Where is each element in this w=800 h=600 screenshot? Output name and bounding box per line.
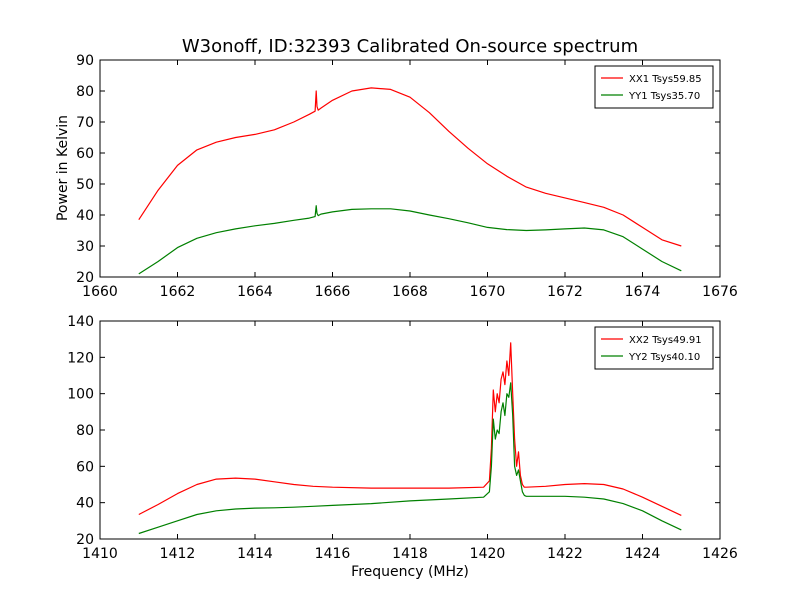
legend-box — [594, 65, 714, 109]
legend-label: YY2 Tsys40.10 — [628, 352, 700, 363]
x-tick-label: 1660 — [82, 284, 118, 300]
legend: XX2 Tsys49.91 YY2 Tsys40.10 — [594, 326, 714, 370]
x-tick-label: 1412 — [160, 546, 196, 562]
legend-label: XX1 Tsys59.85 — [629, 74, 702, 85]
x-tick-label: 1668 — [392, 284, 428, 300]
x-tick-label: 1676 — [702, 284, 738, 300]
y-tick-label: 90 — [76, 53, 94, 69]
legend-label: XX2 Tsys49.91 — [629, 335, 702, 346]
y-tick-label: 60 — [76, 459, 94, 475]
x-tick-label: 1410 — [82, 546, 118, 562]
x-tick-label: 1674 — [625, 284, 661, 300]
x-tick-label: 1664 — [237, 284, 273, 300]
series-line-2 — [138, 382, 682, 535]
legend-label: YY1 Tsys35.70 — [628, 91, 700, 102]
x-tick-label: 1426 — [702, 546, 738, 562]
y-tick-label: 20 — [76, 532, 94, 548]
y-tick-label: 70 — [76, 115, 94, 131]
legend-box — [594, 326, 714, 370]
x-tick-label: 1672 — [547, 284, 583, 300]
x-tick-label: 1670 — [470, 284, 506, 300]
y-tick-label: 100 — [67, 387, 94, 403]
x-tick-label: 1420 — [470, 546, 506, 562]
y-tick-label: 30 — [76, 239, 94, 255]
bottom-panel: Frequency (MHz) 1410 1412 1414 1416 1418 1420… — [67, 314, 738, 580]
series-group — [138, 87, 682, 275]
y-tick-label: 40 — [76, 496, 94, 512]
x-tick-label: 1418 — [392, 546, 428, 562]
y-tick-label: 140 — [67, 314, 94, 330]
y-tick-label: 120 — [67, 350, 94, 366]
plot-frame — [99, 320, 721, 540]
y-tick-label: 80 — [76, 84, 94, 100]
top-panel: W3onoff, ID:32393 Calibrated On-source s… — [55, 36, 738, 300]
y-tick-label: 60 — [76, 146, 94, 162]
x-tick-label: 1424 — [625, 546, 661, 562]
y-tick-label: 20 — [76, 270, 94, 286]
x-tick-label: 1414 — [237, 546, 273, 562]
series-line-2 — [138, 205, 682, 275]
series-group — [138, 342, 682, 535]
plot-frame — [99, 59, 721, 278]
y-tick-label: 80 — [76, 423, 94, 439]
x-axis-label: Frequency (MHz) — [351, 564, 469, 580]
x-tick-label: 1662 — [160, 284, 196, 300]
y-tick-label: 50 — [76, 177, 94, 193]
series-line-1 — [138, 87, 682, 247]
y-tick-label: 40 — [76, 208, 94, 224]
legend: XX1 Tsys59.85 YY1 Tsys35.70 — [594, 65, 714, 109]
series-line-1 — [138, 342, 682, 516]
tick-group: 1660 1662 1664 1666 1668 1670 1672 1674 1676 20 30… — [76, 53, 738, 300]
x-tick-label: 1666 — [315, 284, 351, 300]
y-axis-label: Power in Kelvin — [55, 115, 71, 221]
chart-title: W3onoff, ID:32393 Calibrated On-source s… — [182, 36, 638, 57]
x-tick-label: 1422 — [547, 546, 583, 562]
x-tick-label: 1416 — [315, 546, 351, 562]
